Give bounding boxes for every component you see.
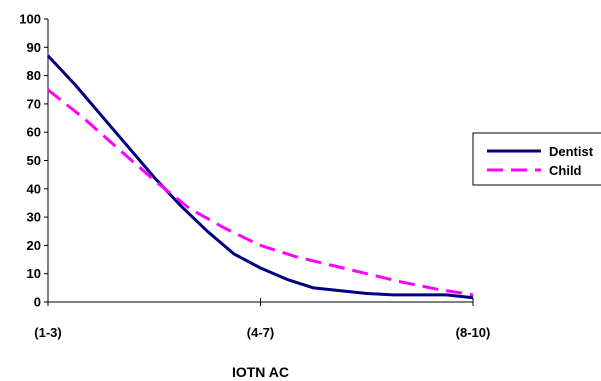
series-line-child (47, 88, 474, 297)
x-ticks: (1-3) (4-7) (8-10) (34, 298, 490, 340)
legend-box (472, 132, 601, 186)
y-tick-label: 80 (27, 68, 41, 83)
y-tick-label: 60 (27, 125, 41, 140)
y-tick-label: 0 (34, 295, 41, 310)
y-tick-label: 100 (19, 12, 41, 27)
legend-items: Dentist Child (487, 144, 594, 178)
y-tick-label: 20 (27, 238, 41, 253)
x-axis-title: IOTN AC (232, 364, 289, 380)
x-tick-label: (8-10) (456, 325, 491, 340)
series-lines (46, 54, 474, 300)
legend: Dentist Child (472, 132, 601, 186)
y-tick-label: 30 (27, 210, 41, 225)
y-tick-label: 70 (27, 96, 41, 111)
y-tick-label: 40 (27, 181, 41, 196)
legend-label-child: Child (549, 163, 582, 178)
axes (47, 19, 473, 303)
series-line-dentist (46, 54, 474, 300)
y-ticks: 0 10 20 30 40 50 60 70 80 90 100 (19, 12, 48, 310)
y-tick-label: 90 (27, 40, 41, 55)
y-tick-label: 50 (27, 153, 41, 168)
x-tick-label: (4-7) (247, 325, 274, 340)
x-tick-label: (1-3) (34, 325, 61, 340)
legend-label-dentist: Dentist (549, 144, 594, 159)
y-tick-label: 10 (27, 266, 41, 281)
